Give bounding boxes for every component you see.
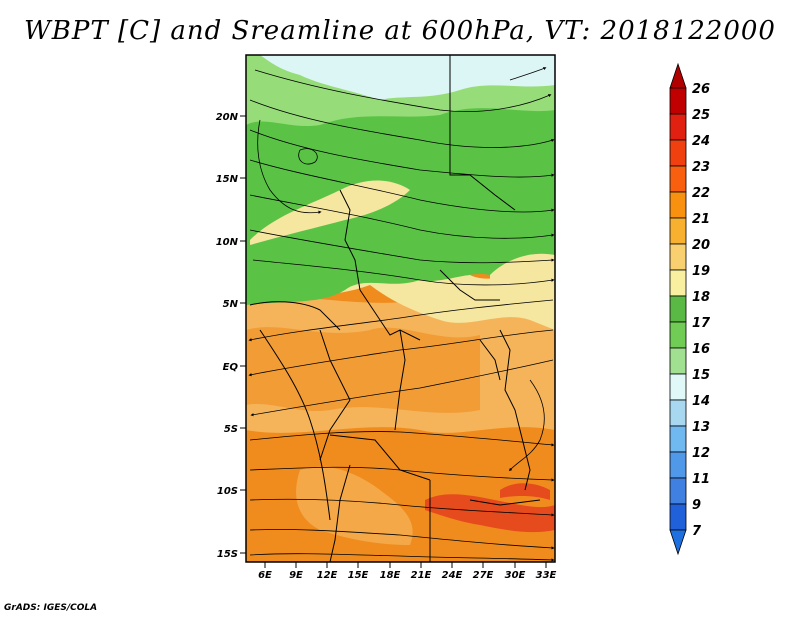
colorbar-swatch [669, 217, 687, 245]
lon-label: 30E [505, 570, 526, 581]
lon-label: 24E [442, 570, 463, 581]
colorbar-label: 9 [692, 498, 701, 513]
colorbar-swatch [669, 295, 687, 323]
lon-label: 6E [258, 570, 272, 581]
lat-label: EQ [223, 362, 239, 373]
colorbar-label: 24 [692, 134, 710, 149]
lon-label: 18E [380, 570, 401, 581]
colorbar-swatch [669, 347, 687, 375]
lat-label: 15S [217, 549, 238, 560]
colorbar: 26 25 24 23 22 21 20 19 18 17 16 15 14 13 12 11 9 7 [669, 62, 711, 556]
colorbar-label: 23 [692, 160, 710, 175]
colorbar-label: 15 [692, 368, 710, 383]
credit-text: GrADS: IGES/COLA [4, 603, 98, 613]
colorbar-label: 7 [692, 524, 702, 539]
colorbar-swatch [669, 425, 687, 453]
lat-label: 5N [223, 299, 239, 310]
colorbar-swatch [669, 373, 687, 401]
colorbar-label: 18 [692, 290, 710, 305]
lat-label: 20N [216, 112, 239, 123]
colorbar-bottom-arrow [669, 529, 687, 556]
lon-label: 33E [536, 570, 557, 581]
lon-label: 27E [473, 570, 494, 581]
colorbar-swatch [669, 87, 687, 115]
colorbar-swatch [669, 113, 687, 141]
colorbar-label: 21 [692, 212, 710, 227]
colorbar-top-arrow [669, 62, 687, 89]
colorbar-label: 19 [692, 264, 710, 279]
map-frame [245, 54, 556, 563]
map-title: WBPT [C] and Sreamline at 600hPa, VT: 20… [24, 16, 776, 46]
colorbar-swatch [669, 191, 687, 219]
colorbar-swatch [669, 139, 687, 167]
lon-label: 12E [317, 570, 338, 581]
lat-label: 15N [216, 174, 239, 185]
colorbar-swatch [669, 165, 687, 193]
colorbar-swatch [669, 451, 687, 479]
colorbar-label: 11 [692, 472, 710, 487]
colorbar-swatch [669, 503, 687, 531]
colorbar-swatch [669, 269, 687, 297]
colorbar-label: 14 [692, 394, 710, 409]
colorbar-swatch [669, 399, 687, 427]
colorbar-label: 13 [692, 420, 710, 435]
colorbar-label: 20 [692, 238, 710, 253]
wbpt-field [246, 55, 555, 562]
lat-label: 10S [217, 486, 238, 497]
colorbar-label: 16 [692, 342, 710, 357]
colorbar-swatch [669, 321, 687, 349]
colorbar-label: 26 [692, 82, 710, 97]
lat-label: 5S [224, 424, 238, 435]
longitude-labels: 6E 9E 12E 15E 18E 21E 24E 27E 30E 33E [258, 570, 556, 581]
lon-label: 21E [411, 570, 432, 581]
colorbar-swatch [669, 243, 687, 271]
colorbar-label: 17 [692, 316, 711, 331]
colorbar-label: 12 [692, 446, 710, 461]
colorbar-label: 22 [692, 186, 710, 201]
colorbar-swatch [669, 477, 687, 505]
latitude-labels: 20N 15N 10N 5N EQ 5S 10S 15S [216, 112, 239, 560]
colorbar-label: 25 [692, 108, 710, 123]
lon-label: 15E [348, 570, 369, 581]
lon-label: 9E [289, 570, 303, 581]
lat-label: 10N [216, 237, 239, 248]
